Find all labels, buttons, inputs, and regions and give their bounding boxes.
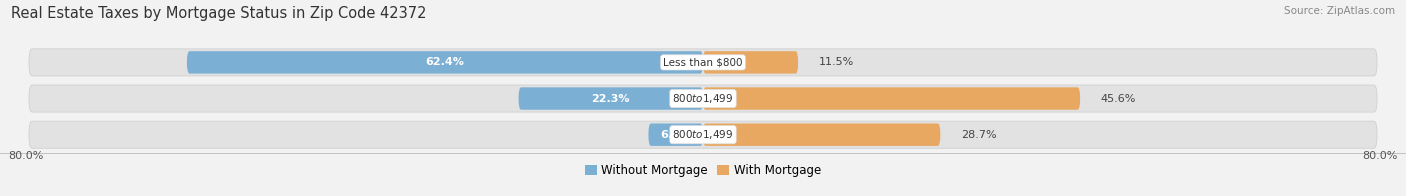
FancyBboxPatch shape [30,49,1376,76]
FancyBboxPatch shape [703,87,1080,110]
Text: 11.5%: 11.5% [818,57,853,67]
Text: 45.6%: 45.6% [1101,93,1136,103]
Text: $800 to $1,499: $800 to $1,499 [672,128,734,141]
FancyBboxPatch shape [648,123,703,146]
FancyBboxPatch shape [703,51,799,74]
Text: 6.6%: 6.6% [661,130,692,140]
Text: 62.4%: 62.4% [426,57,464,67]
Legend: Without Mortgage, With Mortgage: Without Mortgage, With Mortgage [585,164,821,177]
FancyBboxPatch shape [30,85,1376,112]
Text: $800 to $1,499: $800 to $1,499 [672,92,734,105]
Text: 22.3%: 22.3% [592,93,630,103]
FancyBboxPatch shape [187,51,703,74]
Text: 80.0%: 80.0% [1362,151,1398,161]
FancyBboxPatch shape [519,87,703,110]
Text: 28.7%: 28.7% [962,130,997,140]
Text: Less than $800: Less than $800 [664,57,742,67]
FancyBboxPatch shape [30,121,1376,148]
Text: Real Estate Taxes by Mortgage Status in Zip Code 42372: Real Estate Taxes by Mortgage Status in … [11,6,427,21]
Text: Source: ZipAtlas.com: Source: ZipAtlas.com [1284,6,1395,16]
FancyBboxPatch shape [703,123,941,146]
Text: 80.0%: 80.0% [8,151,44,161]
